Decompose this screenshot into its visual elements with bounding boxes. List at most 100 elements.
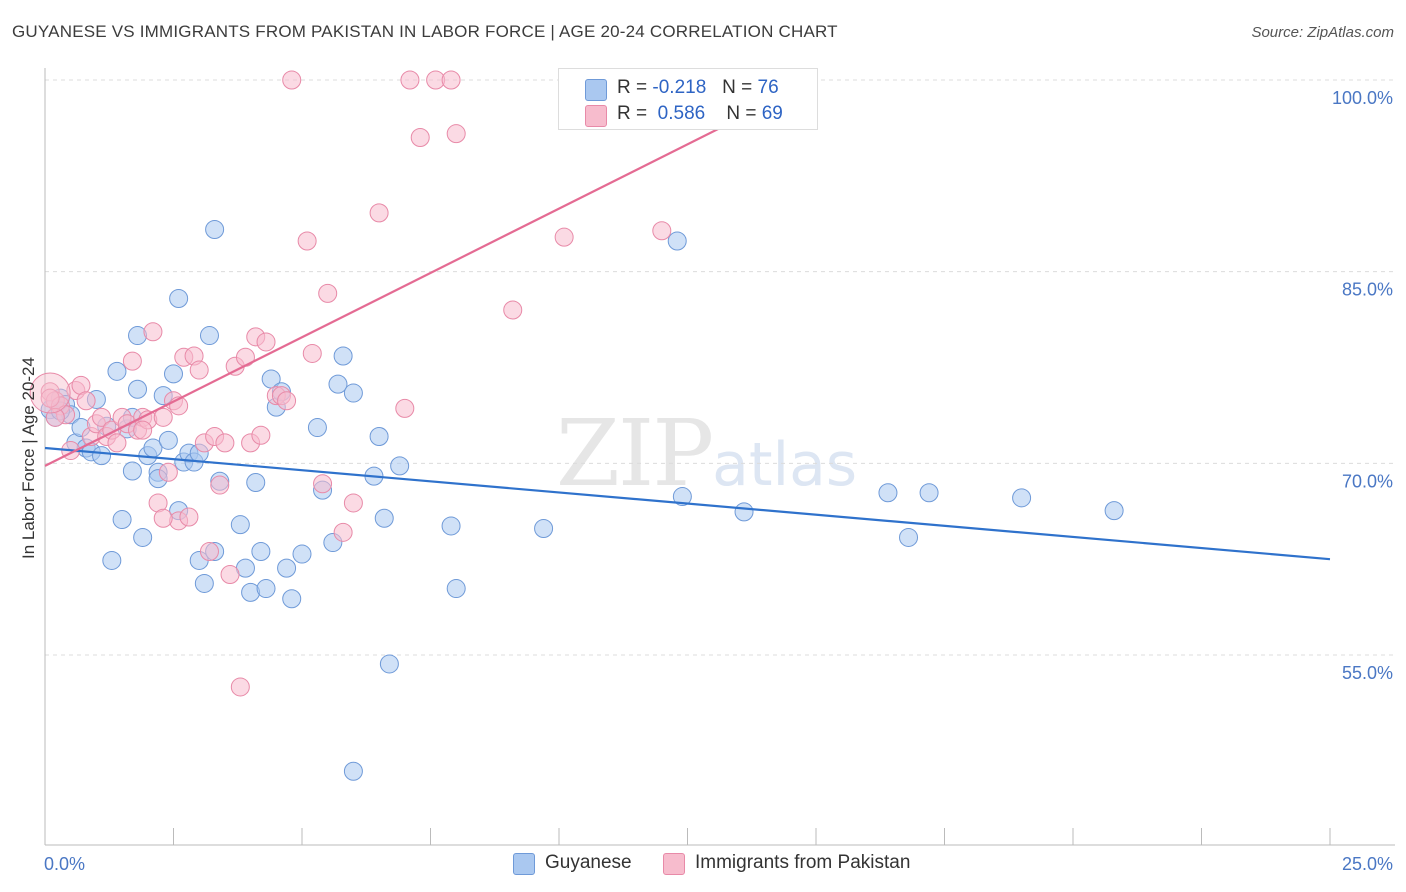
guyanese-point <box>122 461 142 481</box>
guyanese-point <box>246 473 266 492</box>
watermark-atlas: atlas <box>712 430 858 500</box>
pakistan-point <box>446 124 466 144</box>
pakistan-point <box>318 283 338 303</box>
y-tick-label: 70.0% <box>1342 471 1393 491</box>
guyanese-point <box>878 483 898 503</box>
pakistan-point <box>230 677 250 697</box>
pakistan-point <box>40 388 60 408</box>
legend-swatch-pakistan <box>585 105 607 127</box>
guyanese-point <box>107 361 127 381</box>
guyanese-point <box>374 508 394 528</box>
legend-r-label: R = <box>617 103 648 124</box>
pakistan-point <box>92 407 112 427</box>
guyanese-point <box>307 418 327 438</box>
pakistan-point <box>122 351 142 371</box>
legend-n-value: 69 <box>761 103 783 124</box>
guyanese-point <box>390 456 410 476</box>
x-tick-label: 0.0% <box>44 854 85 874</box>
pakistan-point <box>343 493 363 513</box>
legend-swatch-guyanese <box>585 79 607 101</box>
pakistan-point <box>76 391 96 411</box>
pakistan-point <box>554 227 574 247</box>
pakistan-point <box>153 407 173 427</box>
guyanese-point <box>441 516 461 536</box>
guyanese-point <box>379 654 399 674</box>
guyanese-point <box>169 289 189 308</box>
bottom-label-guyanese: Guyanese <box>545 852 632 873</box>
stats-legend: R = -0.218 N = 76 R = 0.586 N = 69 <box>558 68 818 130</box>
pakistan-point <box>251 425 271 445</box>
pakistan-point <box>400 70 420 90</box>
guyanese-point <box>256 579 276 599</box>
guyanese-point <box>128 379 148 399</box>
guyanese-point <box>199 326 219 346</box>
guyanese-point <box>667 231 687 251</box>
pakistan-trend-line <box>44 79 817 467</box>
guyanese-point <box>333 346 353 366</box>
y-tick-label: 100.0% <box>1332 88 1393 108</box>
pakistan-point <box>652 221 672 241</box>
guyanese-point <box>343 761 363 781</box>
chart-title: GUYANESE VS IMMIGRANTS FROM PAKISTAN IN … <box>12 22 838 41</box>
y-axis-title: In Labor Force | Age 20-24 <box>19 357 38 559</box>
pakistan-point <box>107 433 127 453</box>
guyanese-point <box>133 527 153 547</box>
pakistan-point <box>277 391 297 411</box>
pakistan-point-cluster <box>29 372 71 414</box>
pakistan-point <box>395 398 415 418</box>
guyanese-point <box>92 446 112 466</box>
pakistan-point <box>158 462 178 482</box>
guyanese-point <box>446 579 466 599</box>
pakistan-point <box>302 343 322 363</box>
guyanese-point <box>282 589 302 609</box>
pakistan-point <box>503 300 523 320</box>
pakistan-points <box>29 70 780 697</box>
bottom-swatch-pakistan <box>663 853 685 875</box>
tick-labels: 55.0% 70.0% 85.0% 100.0% 0.0% 25.0% <box>44 88 1393 874</box>
guyanese-points <box>40 220 1124 781</box>
guyanese-point <box>251 542 271 561</box>
guyanese-trend-line <box>44 446 1331 561</box>
guyanese-point <box>112 510 132 530</box>
guyanese-point <box>205 220 225 239</box>
pakistan-point <box>133 420 153 440</box>
bottom-label-pakistan: Immigrants from Pakistan <box>695 852 911 873</box>
guyanese-point <box>158 430 178 450</box>
pakistan-point <box>313 474 333 494</box>
guyanese-point <box>102 550 122 570</box>
legend-n-label: N = <box>722 77 753 98</box>
pakistan-point <box>179 507 199 527</box>
legend-stats-guyanese: R = -0.218 N = 76 <box>617 77 779 99</box>
guyanese-point <box>369 427 389 446</box>
pakistan-point <box>333 522 353 542</box>
guyanese-point <box>672 487 692 507</box>
guyanese-point <box>194 573 214 593</box>
guyanese-point <box>328 374 348 394</box>
legend-r-value: 0.586 <box>657 103 706 124</box>
legend-r-label: R = <box>617 77 648 98</box>
trend-lines <box>44 79 1331 561</box>
source-credit: Source: ZipAtlas.com <box>1251 24 1394 41</box>
pakistan-point <box>256 332 276 352</box>
guyanese-point <box>277 558 297 578</box>
pakistan-point <box>441 70 461 90</box>
guyanese-point <box>899 527 919 547</box>
guyanese-point <box>343 383 363 403</box>
pakistan-point <box>410 128 430 147</box>
guyanese-point <box>164 364 183 384</box>
pakistan-point <box>369 203 389 223</box>
guyanese-point <box>1012 488 1032 508</box>
pakistan-point <box>215 433 235 453</box>
legend-r-value: -0.218 <box>652 77 707 98</box>
axes <box>44 68 1395 846</box>
pakistan-point <box>143 322 163 342</box>
pakistan-point <box>153 508 173 528</box>
guyanese-point <box>534 519 554 538</box>
pakistan-point <box>210 475 230 495</box>
pakistan-point <box>189 360 209 380</box>
guyanese-point <box>919 483 939 503</box>
pakistan-point <box>199 542 219 561</box>
legend-n-value: 76 <box>757 77 779 98</box>
y-tick-label: 55.0% <box>1342 663 1393 683</box>
x-tick-label: 25.0% <box>1342 854 1393 874</box>
